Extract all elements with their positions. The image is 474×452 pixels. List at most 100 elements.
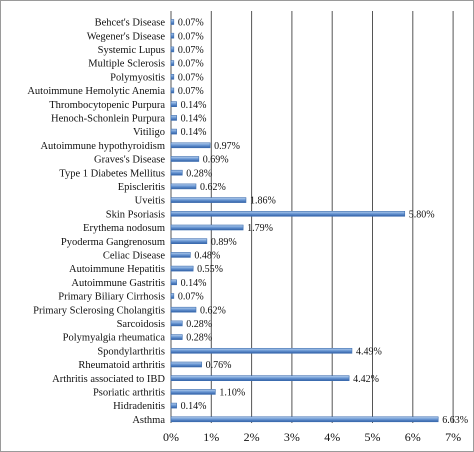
data-label: 0.07% — [178, 18, 204, 29]
bar — [170, 87, 175, 94]
category-label: Hidradenitis — [113, 401, 165, 412]
data-label: 0.14% — [181, 278, 207, 289]
x-tick-label: 1% — [203, 430, 219, 444]
category-label: Henoch-Schonlein Purpura — [51, 114, 165, 125]
data-label: 4.49% — [356, 346, 382, 357]
bar — [170, 402, 177, 409]
data-label: 0.28% — [186, 168, 212, 179]
bars — [170, 19, 439, 423]
bar — [170, 74, 175, 80]
bar — [170, 128, 177, 135]
bar — [170, 142, 211, 149]
bar — [170, 252, 191, 258]
data-label: 0.28% — [186, 319, 212, 330]
category-label: Vitiligo — [133, 127, 165, 138]
data-label: 0.69% — [203, 155, 229, 166]
x-tick-label: 4% — [324, 430, 340, 444]
category-label: Asthma — [132, 415, 165, 426]
bar — [170, 375, 350, 382]
bar — [170, 156, 200, 162]
category-label: Primary Biliary Cirrhosis — [58, 292, 165, 303]
bar — [170, 183, 197, 190]
category-labels: Behcet's Disease Wegener's Disease Systemi… — [27, 18, 165, 426]
x-tick-label: 0% — [163, 430, 179, 444]
category-label: Rheumatoid arthritis — [78, 360, 165, 371]
value-labels: 0.07% 0.07% 0.07% 0.07% 0.07% 0.07% 0.14% 0.14%… — [178, 18, 468, 426]
category-label: Systemic Lupus — [98, 45, 165, 56]
data-label: 0.07% — [178, 31, 204, 42]
category-label: Psoriatic arthritis — [93, 388, 165, 399]
x-tick-label: 3% — [284, 430, 300, 444]
data-label: 0.62% — [200, 182, 226, 193]
bar — [170, 293, 175, 299]
bar — [170, 265, 194, 272]
category-label: Graves's Disease — [94, 155, 165, 166]
category-label: Behcet's Disease — [95, 18, 166, 29]
category-label: Polymyalgia rheumatica — [63, 333, 166, 344]
gridlines — [170, 11, 454, 423]
category-label: Sarcoidosis — [117, 319, 165, 330]
category-label: Autoimmune Hemolytic Anemia — [27, 86, 165, 97]
data-label: 0.07% — [178, 86, 204, 97]
bar — [170, 19, 175, 25]
category-label: Erythema nodosum — [83, 223, 165, 234]
data-label: 1.10% — [219, 388, 245, 399]
category-label: Spondylarthritis — [97, 346, 165, 357]
bar — [170, 115, 177, 121]
category-label: Celiac Disease — [103, 251, 165, 262]
category-label: Skin Psoriasis — [106, 209, 165, 220]
bar — [170, 101, 177, 107]
category-label: Autoimmune Hepatitis — [69, 264, 165, 275]
bar — [170, 60, 175, 66]
data-label: 0.14% — [181, 127, 207, 138]
category-label: Episcleritis — [118, 182, 165, 193]
category-label: Primary Sclerosing Cholangitis — [33, 305, 165, 316]
category-label: Type 1 Diabetes Mellitus — [59, 168, 165, 179]
x-tick-label: 5% — [365, 430, 381, 444]
bar — [170, 211, 406, 217]
bar — [170, 32, 175, 39]
data-label: 0.14% — [181, 100, 207, 111]
data-label: 0.07% — [178, 72, 204, 83]
data-label: 0.62% — [200, 305, 226, 316]
data-label: 0.07% — [178, 45, 204, 56]
x-tick-label: 6% — [405, 430, 421, 444]
data-label: 0.07% — [178, 59, 204, 70]
data-label: 1.79% — [247, 223, 273, 234]
category-label: Autoimmune hypothyroidism — [40, 141, 165, 152]
category-label: Autoimmune Gastritis — [71, 278, 165, 289]
x-tick-label: 7% — [445, 430, 461, 444]
category-label: Multiple Sclerosis — [88, 59, 165, 70]
data-label: 0.97% — [214, 141, 240, 152]
category-label: Polymyositis — [110, 72, 165, 83]
data-label: 1.86% — [250, 196, 276, 207]
bar — [170, 347, 353, 354]
data-label: 6.63% — [442, 415, 468, 426]
data-label: 5.80% — [409, 209, 435, 220]
bar — [170, 197, 247, 203]
data-label: 0.89% — [211, 237, 237, 248]
data-label: 0.07% — [178, 292, 204, 303]
bar — [170, 169, 183, 176]
data-label: 0.28% — [186, 333, 212, 344]
x-tick-label: 2% — [244, 430, 260, 444]
data-label: 0.55% — [197, 264, 223, 275]
category-label: Wegener's Disease — [87, 31, 166, 42]
bar — [170, 238, 208, 244]
data-label: 0.14% — [181, 401, 207, 412]
data-label: 0.76% — [206, 360, 232, 371]
category-label: Uveitis — [135, 196, 165, 207]
x-axis-tick-labels: 0% 1% 2% 3% 4% 5% 6% 7% — [163, 430, 461, 444]
bar — [170, 279, 177, 286]
category-label: Arthritis associated to IBD — [52, 374, 165, 385]
bar — [170, 334, 183, 340]
bar — [170, 46, 175, 53]
category-label: Pyoderma Gangrenosum — [61, 237, 165, 248]
data-label: 0.48% — [194, 251, 220, 262]
data-label: 4.42% — [353, 374, 379, 385]
bar — [170, 389, 216, 395]
category-label: Thrombocytopenic Purpura — [49, 100, 165, 111]
data-label: 0.14% — [181, 114, 207, 125]
